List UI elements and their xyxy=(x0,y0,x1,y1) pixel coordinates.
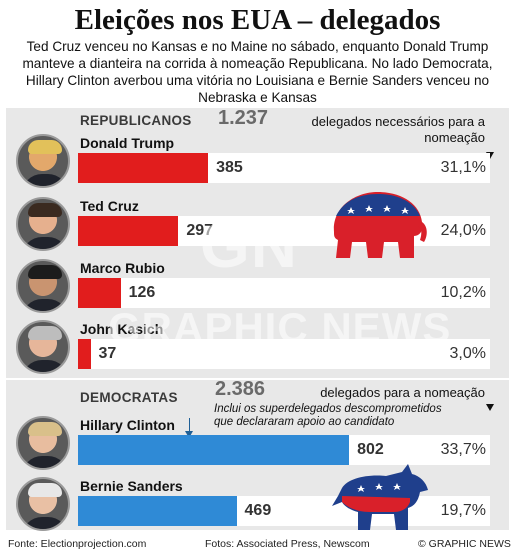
bar-john-kasich xyxy=(78,339,91,369)
avatar-hair xyxy=(28,483,62,497)
democrat-threshold-text: delegados para a nomeação xyxy=(320,385,485,400)
avatar-suit xyxy=(22,517,68,529)
candidate-name-bernie-sanders: Bernie Sanders xyxy=(80,478,183,494)
democrat-threshold-value: 2.386 xyxy=(215,378,266,400)
avatar-suit xyxy=(22,237,68,249)
footer-source: Fonte: Electionprojection.com xyxy=(8,538,147,550)
avatar-hair xyxy=(28,326,62,340)
republican-threshold-value: 1.237 xyxy=(218,107,269,129)
row-background xyxy=(78,339,490,369)
note-arrow xyxy=(189,418,190,432)
donkey-icon xyxy=(332,464,428,530)
republican-section-label: REPUBLICANOS xyxy=(80,113,192,128)
percent-label-bernie-sanders: 19,7% xyxy=(440,502,486,519)
avatar-suit xyxy=(22,174,68,186)
avatar-hillary-clinton xyxy=(16,416,70,470)
candidate-name-ted-cruz: Ted Cruz xyxy=(80,198,139,214)
delegates-value-bernie-sanders: 469 xyxy=(244,502,272,519)
delegates-value-donald-trump: 385 xyxy=(216,159,243,176)
percent-label-john-kasich: 3,0% xyxy=(449,345,486,362)
avatar-ted-cruz xyxy=(16,197,70,251)
watermark-text: GRAPHIC NEWS xyxy=(108,304,452,351)
bar-ted-cruz xyxy=(78,216,179,246)
avatar-suit xyxy=(22,299,68,311)
row-background xyxy=(78,278,490,308)
avatar-suit xyxy=(22,456,68,468)
democrat-threshold-marker xyxy=(486,404,494,411)
candidate-name-john-kasich: John Kasich xyxy=(80,321,164,337)
percent-label-hillary-clinton: 33,7% xyxy=(440,441,486,458)
candidate-name-marco-rubio: Marco Rubio xyxy=(80,260,165,276)
note-arrow-head xyxy=(185,431,193,438)
avatar-hair xyxy=(28,203,62,217)
delegates-value-marco-rubio: 126 xyxy=(128,284,156,301)
watermark-logo: GN xyxy=(200,209,298,281)
percent-label-ted-cruz: 24,0% xyxy=(440,222,486,239)
republican-threshold-text: delegados necessários para a nomeação xyxy=(311,114,485,145)
footer-credit: © GRAPHIC NEWS xyxy=(418,538,511,550)
delegates-value-hillary-clinton: 802 xyxy=(357,441,384,458)
bar-donald-trump xyxy=(78,153,209,183)
republican-threshold-marker xyxy=(486,152,494,159)
candidate-name-hillary-clinton: Hillary Clinton xyxy=(80,417,175,433)
page-subtitle: Ted Cruz venceu no Kansas e no Maine no … xyxy=(22,39,493,105)
avatar-hair xyxy=(28,422,62,436)
delegates-value-ted-cruz: 297 xyxy=(186,222,214,239)
bar-hillary-clinton xyxy=(78,435,350,465)
percent-label-marco-rubio: 10,2% xyxy=(440,284,486,301)
percent-label-donald-trump: 31,1% xyxy=(440,159,486,176)
avatar-hair xyxy=(28,140,62,154)
avatar-suit xyxy=(22,360,68,372)
elephant-icon xyxy=(333,192,427,258)
footer-photos: Fotos: Associated Press, Newscom xyxy=(205,538,370,550)
avatar-bernie-sanders xyxy=(16,477,70,531)
democrat-section-label: DEMOCRATAS xyxy=(80,390,178,405)
avatar-marco-rubio xyxy=(16,259,70,313)
page-title: Eleições nos EUA – delegados xyxy=(74,4,441,36)
bar-bernie-sanders xyxy=(78,496,237,526)
delegates-value-john-kasich: 37 xyxy=(98,345,117,362)
superdelegates-note: Inclui os superdelegados descomprometido… xyxy=(214,403,442,428)
avatar-hair xyxy=(28,265,62,279)
avatar-john-kasich xyxy=(16,320,70,374)
bar-marco-rubio xyxy=(78,278,121,308)
candidate-name-donald-trump: Donald Trump xyxy=(80,135,175,151)
avatar-donald-trump xyxy=(16,134,70,188)
